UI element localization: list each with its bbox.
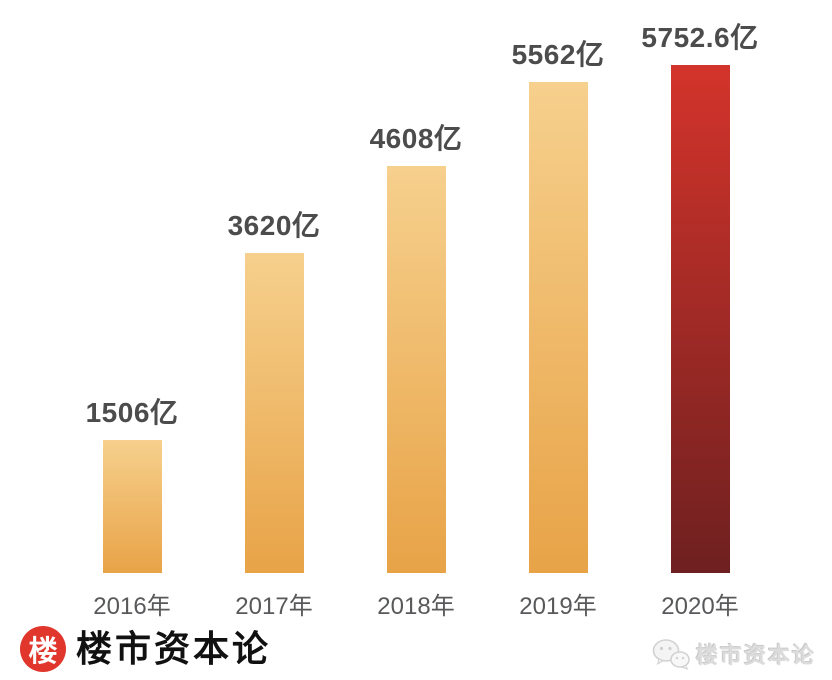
bar-value-label: 1506亿 <box>85 397 179 428</box>
watermark-text: 楼市资本论 <box>695 643 816 668</box>
bar-2019年 <box>528 82 588 573</box>
bar-value-label: 5752.6亿 <box>641 22 759 53</box>
brand-logo: 楼 楼市资本论 <box>20 626 271 672</box>
bar-year-label: 2019年 <box>519 593 597 620</box>
watermark: 楼市资本论 <box>652 638 816 670</box>
wechat-icon <box>652 639 690 670</box>
bar-2018年 <box>386 166 446 573</box>
bar-year-label: 2020年 <box>661 593 739 620</box>
bar-value-label: 5562亿 <box>511 39 605 70</box>
bar-value-label: 3620亿 <box>227 210 321 241</box>
bar-value-label: 4608亿 <box>369 123 463 154</box>
bar-2017年 <box>244 253 304 573</box>
bar-year-label: 2018年 <box>377 593 455 620</box>
bar-2020年 <box>670 65 730 573</box>
bar-2016年 <box>102 440 162 573</box>
bar-year-label: 2016年 <box>93 593 171 620</box>
bar-year-label: 2017年 <box>235 593 313 620</box>
brand-logo-char: 楼 <box>28 634 58 668</box>
brand-name: 楼市资本论 <box>76 628 272 670</box>
brand-logo-icon: 楼 <box>20 626 66 672</box>
